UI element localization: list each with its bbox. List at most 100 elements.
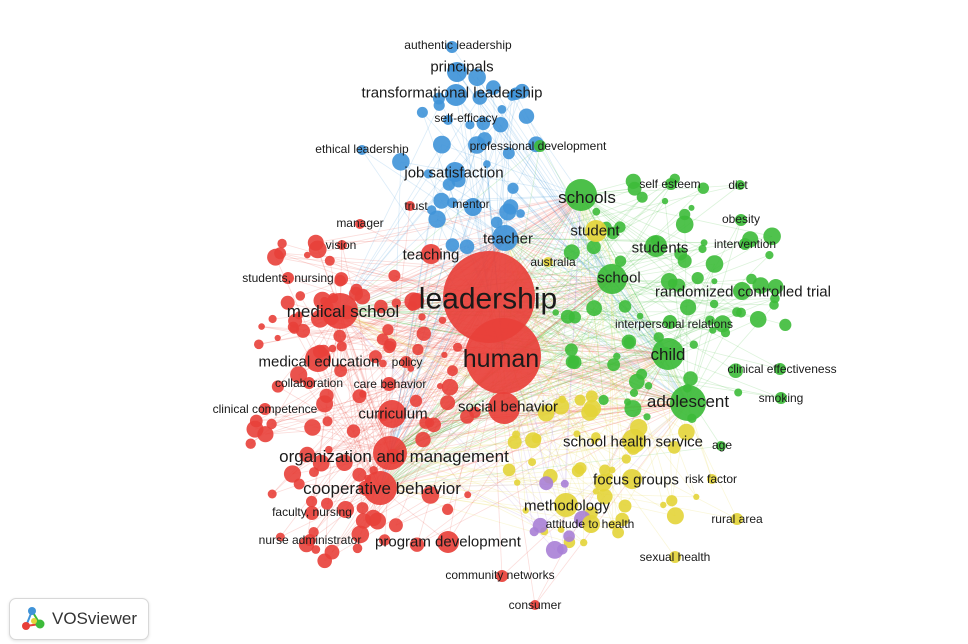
network-node[interactable]: [416, 106, 428, 118]
network-node[interactable]: [336, 341, 347, 352]
network-node[interactable]: [591, 432, 601, 442]
network-node[interactable]: [296, 323, 310, 338]
network-node[interactable]: [445, 238, 460, 252]
network-node[interactable]: [356, 502, 369, 514]
label-clinical-competence[interactable]: clinical competence: [213, 402, 318, 416]
network-node[interactable]: [428, 210, 446, 228]
network-node[interactable]: [680, 299, 697, 316]
network-node[interactable]: [433, 135, 451, 154]
network-node[interactable]: [378, 534, 391, 546]
network-node[interactable]: [779, 318, 792, 331]
network-node[interactable]: [563, 530, 575, 542]
label-social-behavior[interactable]: social behavior: [458, 398, 558, 415]
node-interpersonal-relations[interactable]: [663, 315, 677, 329]
label-rural-area[interactable]: rural area: [711, 512, 763, 526]
network-node[interactable]: [468, 68, 486, 87]
network-node[interactable]: [374, 299, 388, 314]
network-node[interactable]: [679, 208, 691, 221]
node-collaboration[interactable]: [303, 377, 315, 389]
network-node[interactable]: [537, 404, 555, 422]
label-teacher[interactable]: teacher: [483, 230, 533, 247]
network-node[interactable]: [382, 324, 394, 336]
node-vision[interactable]: [337, 240, 347, 250]
network-node[interactable]: [438, 316, 447, 324]
network-node[interactable]: [465, 120, 475, 130]
network-node[interactable]: [768, 279, 784, 295]
network-node[interactable]: [734, 388, 743, 397]
label-school-health-service[interactable]: school health service: [563, 433, 703, 450]
network-node[interactable]: [316, 395, 334, 413]
label-obesity[interactable]: obesity: [722, 212, 760, 226]
label-medical-school[interactable]: medical school: [287, 302, 399, 321]
network-node[interactable]: [351, 525, 370, 544]
network-node[interactable]: [306, 495, 318, 508]
network-node[interactable]: [697, 182, 709, 194]
network-node[interactable]: [507, 182, 519, 194]
network-node[interactable]: [253, 339, 264, 350]
network-node[interactable]: [565, 343, 578, 357]
network-node[interactable]: [464, 491, 472, 499]
label-transformational-leadership[interactable]: transformational leadership: [362, 84, 543, 101]
network-node[interactable]: [666, 495, 678, 507]
node-job-satisfaction[interactable]: [445, 162, 465, 182]
network-node[interactable]: [563, 244, 580, 261]
network-node[interactable]: [388, 269, 401, 282]
node-self-esteem[interactable]: [665, 178, 677, 190]
network-node[interactable]: [763, 227, 781, 246]
label-child[interactable]: child: [651, 345, 686, 364]
network-node[interactable]: [644, 382, 653, 390]
label-collaboration[interactable]: collaboration: [275, 376, 343, 390]
node-medical-school[interactable]: [322, 293, 358, 329]
network-node[interactable]: [427, 205, 437, 215]
network-node[interactable]: [605, 473, 614, 481]
network-node[interactable]: [592, 207, 601, 216]
node-social-behavior[interactable]: [488, 392, 520, 424]
network-node[interactable]: [276, 532, 285, 542]
network-node[interactable]: [334, 272, 349, 286]
network-node[interactable]: [295, 291, 306, 301]
network-node[interactable]: [416, 326, 431, 341]
label-self-efficacy[interactable]: self-efficacy: [434, 111, 497, 125]
network-node[interactable]: [618, 300, 632, 313]
network-node[interactable]: [290, 366, 308, 384]
network-node[interactable]: [623, 336, 635, 348]
network-node[interactable]: [574, 462, 587, 475]
node-manager[interactable]: [355, 219, 365, 229]
network-node[interactable]: [412, 343, 424, 356]
label-risk-factor[interactable]: risk factor: [685, 472, 737, 486]
network-node[interactable]: [271, 380, 284, 393]
network-node[interactable]: [249, 414, 263, 428]
network-node[interactable]: [492, 117, 509, 133]
node-focus-groups[interactable]: [622, 469, 642, 489]
network-node[interactable]: [514, 479, 521, 486]
node-methodology[interactable]: [554, 493, 578, 517]
network-node[interactable]: [415, 431, 431, 448]
network-node[interactable]: [560, 479, 569, 488]
node-nurse-administrator[interactable]: [304, 534, 316, 546]
network-node[interactable]: [352, 389, 367, 404]
node-obesity[interactable]: [735, 214, 747, 226]
network-node[interactable]: [573, 430, 581, 438]
network-node[interactable]: [625, 173, 641, 189]
network-node[interactable]: [441, 351, 448, 358]
node-intervention[interactable]: [739, 238, 751, 250]
node-ethical-leadership[interactable]: [357, 145, 367, 155]
label-self-esteem[interactable]: self esteem: [639, 177, 700, 191]
network-node[interactable]: [598, 394, 609, 406]
network-node[interactable]: [711, 278, 718, 285]
node-professional-development[interactable]: [534, 140, 546, 152]
network-node[interactable]: [486, 80, 501, 95]
node-randomized-controlled-trial[interactable]: [733, 282, 751, 300]
network-node[interactable]: [321, 497, 333, 510]
network-node[interactable]: [666, 507, 684, 525]
label-consumer[interactable]: consumer: [509, 598, 562, 612]
network-node[interactable]: [391, 298, 401, 308]
label-methodology[interactable]: methodology: [524, 497, 610, 514]
label-randomized-controlled-trial[interactable]: randomized controlled trial: [655, 283, 831, 300]
label-student[interactable]: student: [570, 222, 620, 239]
network-node[interactable]: [613, 352, 621, 361]
label-care-behavior[interactable]: care behavior: [354, 377, 427, 391]
network-node[interactable]: [765, 251, 774, 260]
network-node[interactable]: [245, 438, 256, 449]
